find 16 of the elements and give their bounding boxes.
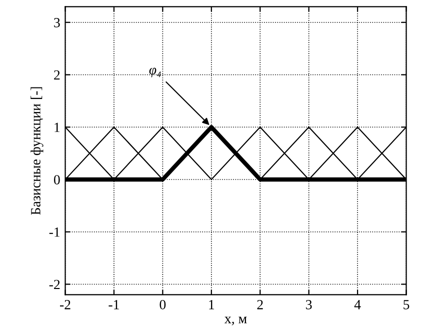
x-tick-label: 1	[209, 300, 214, 310]
text: φ₄	[149, 68, 161, 78]
x-tick-label: 5	[404, 300, 410, 310]
y-tick-label: 2	[54, 70, 60, 80]
x-axis-title: x, м	[224, 316, 247, 326]
y-tick-label: 1	[54, 122, 60, 132]
x-tick-label: 0	[160, 300, 166, 310]
y-axis-title: Базисные функции [-]	[30, 87, 44, 215]
x-tick-label: -1	[108, 300, 119, 310]
x-tick-label: 3	[306, 300, 312, 310]
x-tick-label: 2	[257, 300, 263, 310]
y-tick-label: 0	[54, 175, 60, 184]
x-tick-label: 4	[354, 300, 361, 310]
y-tick-label: 3	[54, 18, 60, 28]
y-tick-label: -2	[49, 280, 60, 290]
y-tick-label: -1	[49, 228, 60, 237]
